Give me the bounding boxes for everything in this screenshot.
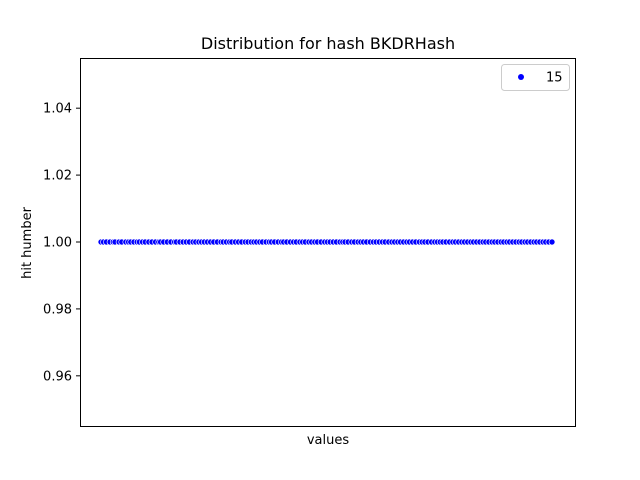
y-tick-label: 1.02 xyxy=(43,169,72,184)
plot-area-frame xyxy=(80,58,576,427)
chart-title: Distribution for hash BKDRHash xyxy=(201,34,455,53)
data-point xyxy=(548,238,556,246)
legend-entry-label: 15 xyxy=(546,71,563,86)
y-tick-label: 1.04 xyxy=(43,102,72,117)
y-tick-label: 0.96 xyxy=(43,369,72,384)
legend: 15 xyxy=(501,64,570,91)
y-axis-ticks: 0.96 0.98 1.00 1.02 1.04 xyxy=(43,102,80,384)
x-axis-label: values xyxy=(307,433,350,448)
y-tick-label: 1.00 xyxy=(43,236,72,251)
legend-box xyxy=(501,64,570,91)
legend-marker xyxy=(518,74,524,80)
y-tick-label: 0.98 xyxy=(43,302,72,317)
data-points xyxy=(97,238,556,246)
y-axis-label: hit humber xyxy=(20,206,35,278)
